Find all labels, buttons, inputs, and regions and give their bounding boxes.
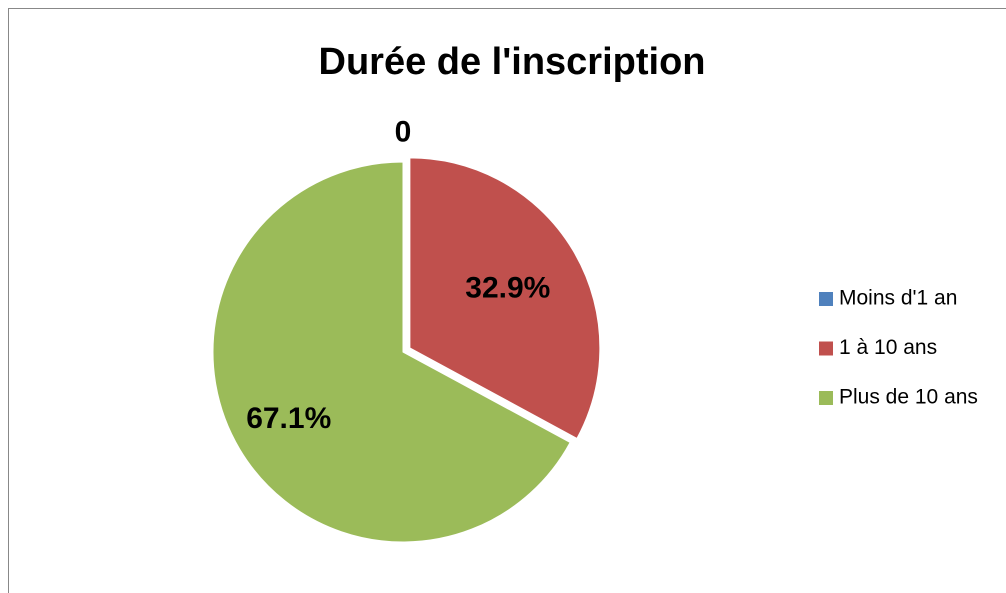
legend-swatch <box>819 341 833 356</box>
data-label: 67.1% <box>246 402 331 435</box>
legend-label: Moins d'1 an <box>839 287 957 310</box>
data-label: 32.9% <box>465 271 550 304</box>
data-label: 0 <box>395 115 412 148</box>
legend-swatch <box>819 292 833 306</box>
pie-slice <box>212 161 571 543</box>
legend-label: Plus de 10 ans <box>839 386 978 409</box>
legend-label: 1 à 10 ans <box>839 336 937 359</box>
chart-title: Durée de l'inscription <box>319 41 706 83</box>
pie-slice <box>409 157 601 440</box>
legend-swatch <box>819 391 833 405</box>
